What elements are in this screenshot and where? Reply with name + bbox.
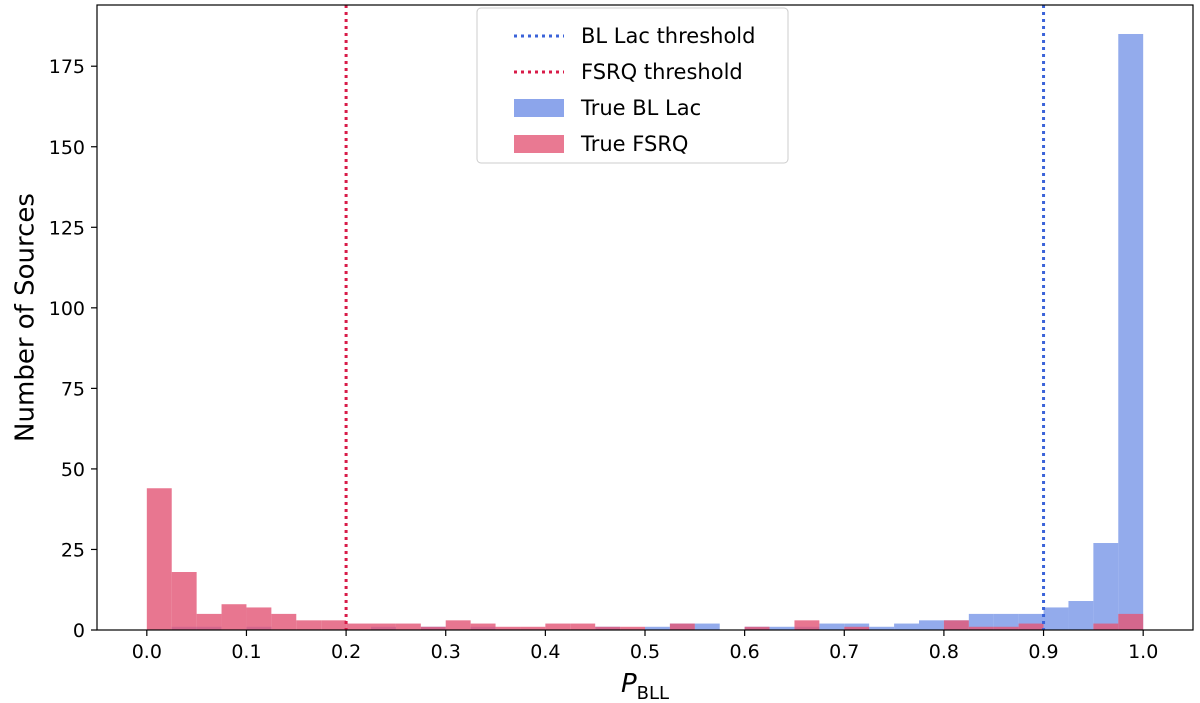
y-axis-ticks: 0 25 50 75 100 125 150 175	[49, 56, 97, 642]
bar-true-fsrq	[570, 623, 596, 630]
bar-true-fsrq	[595, 626, 621, 630]
legend-label-true-bl-lac: True BL Lac	[580, 96, 701, 120]
bar-true-fsrq	[146, 488, 172, 630]
bar-true-fsrq	[520, 626, 546, 630]
bar-true-bl-lac	[694, 623, 720, 630]
bar-true-fsrq	[744, 626, 770, 630]
bar-true-fsrq	[844, 626, 870, 630]
legend-label-true-fsrq: True FSRQ	[580, 132, 688, 156]
legend-box	[476, 7, 789, 164]
x-tick-label: 1.0	[1128, 641, 1158, 663]
bar-true-fsrq	[669, 623, 695, 630]
bar-true-fsrq	[1118, 613, 1144, 630]
x-tick-label: 0.0	[132, 641, 162, 663]
bar-true-fsrq	[993, 626, 1019, 630]
bar-true-fsrq	[794, 620, 820, 630]
bar-true-bl-lac	[1093, 543, 1119, 630]
bar-true-fsrq	[1018, 623, 1044, 630]
bar-true-bl-lac	[894, 623, 919, 630]
legend-swatch-true-bl-lac	[514, 99, 564, 117]
x-tick-label: 0.3	[431, 641, 461, 663]
y-tick-label: 50	[61, 459, 85, 481]
bar-true-fsrq	[246, 607, 272, 630]
bar-true-fsrq	[1093, 623, 1119, 630]
bar-true-bl-lac	[919, 620, 944, 630]
legend-item-bl-lac-threshold: BL Lac threshold	[514, 24, 755, 48]
bar-true-fsrq	[545, 623, 571, 630]
y-tick-label: 150	[49, 137, 85, 159]
x-axis-label: PBLL	[621, 669, 669, 703]
x-tick-label: 0.2	[331, 641, 361, 663]
bar-true-bl-lac	[968, 613, 994, 630]
y-tick-label: 25	[61, 539, 85, 561]
x-tick-label: 0.6	[730, 641, 760, 663]
bar-true-fsrq	[495, 626, 521, 630]
bar-true-bl-lac	[993, 613, 1019, 630]
bar-true-bl-lac	[1118, 33, 1144, 630]
legend-swatch-true-fsrq	[514, 135, 564, 153]
x-tick-label: 0.7	[829, 641, 859, 663]
x-tick-label: 0.1	[231, 641, 261, 663]
bar-true-fsrq	[296, 620, 322, 630]
x-tick-label: 0.9	[1028, 641, 1058, 663]
bar-true-fsrq	[196, 613, 222, 630]
bar-true-bl-lac	[869, 626, 895, 630]
x-tick-label: 0.8	[929, 641, 959, 663]
y-tick-label: 125	[49, 217, 85, 239]
x-tick-label: 0.5	[630, 641, 660, 663]
bar-true-bl-lac	[819, 623, 845, 630]
y-tick-label: 75	[61, 378, 85, 400]
bar-true-fsrq	[346, 623, 371, 630]
legend: BL Lac threshold FSRQ threshold True BL …	[476, 7, 789, 164]
bar-true-fsrq	[171, 572, 197, 630]
x-tick-label: 0.4	[530, 641, 560, 663]
threshold-lines	[344, 5, 1046, 630]
series-true-fsrq	[146, 488, 1144, 630]
y-tick-label: 100	[49, 298, 85, 320]
y-axis-label: Number of Sources	[11, 193, 41, 442]
bar-true-bl-lac	[1068, 601, 1094, 630]
bar-true-fsrq	[968, 626, 994, 630]
y-tick-label: 175	[49, 56, 85, 78]
bar-true-fsrq	[620, 626, 645, 630]
x-axis-label-main: P	[621, 669, 637, 699]
bar-true-fsrq	[371, 623, 396, 630]
legend-label-fsrq-threshold: FSRQ threshold	[581, 60, 743, 84]
legend-label-bl-lac-threshold: BL Lac threshold	[581, 24, 755, 48]
bar-true-fsrq	[943, 620, 969, 630]
x-axis-ticks: 0.0 0.1 0.2 0.3 0.4 0.5 0.6 0.7 0.8 0.9 1.0	[132, 630, 1158, 663]
y-tick-label: 0	[73, 620, 85, 642]
bar-true-bl-lac	[1043, 607, 1069, 630]
bar-true-bl-lac	[769, 626, 795, 630]
bar-true-bl-lac	[645, 626, 670, 630]
bar-true-fsrq	[470, 623, 496, 630]
bar-true-fsrq	[445, 620, 471, 630]
bars-layer	[146, 33, 1144, 630]
x-axis-label-subscript: BLL	[637, 683, 669, 703]
bar-true-fsrq	[321, 620, 347, 630]
bar-true-fsrq	[271, 613, 297, 630]
legend-item-true-bl-lac: True BL Lac	[514, 96, 701, 120]
legend-item-fsrq-threshold: FSRQ threshold	[514, 60, 743, 84]
bar-true-fsrq	[420, 626, 446, 630]
bar-true-fsrq	[395, 623, 421, 630]
bar-true-fsrq	[221, 604, 247, 630]
legend-item-true-fsrq: True FSRQ	[514, 132, 688, 156]
